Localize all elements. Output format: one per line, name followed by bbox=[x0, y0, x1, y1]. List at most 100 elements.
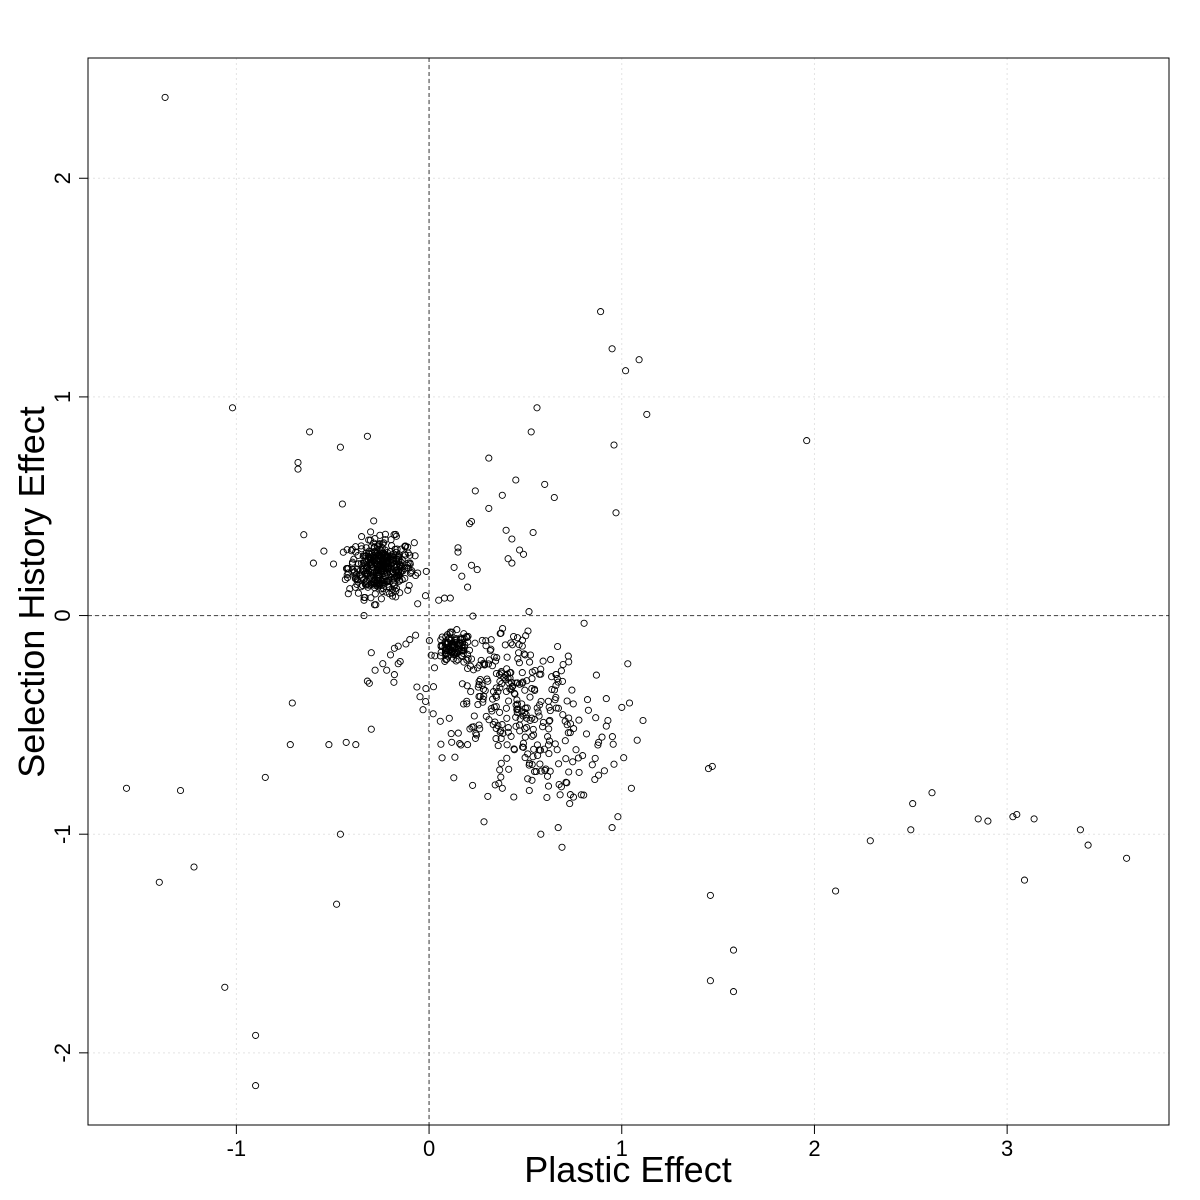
data-point bbox=[521, 725, 529, 733]
data-point bbox=[473, 664, 482, 672]
data-point bbox=[416, 693, 424, 701]
data-point bbox=[557, 667, 565, 675]
data-point bbox=[510, 793, 518, 801]
data-point bbox=[361, 593, 369, 602]
data-point bbox=[556, 791, 564, 799]
data-point bbox=[545, 737, 553, 745]
data-point bbox=[325, 741, 333, 749]
data-point bbox=[422, 697, 430, 706]
data-point bbox=[496, 684, 504, 692]
data-point bbox=[614, 813, 622, 821]
data-point bbox=[451, 753, 459, 761]
data-point bbox=[429, 710, 437, 718]
data-point bbox=[377, 566, 386, 574]
data-point bbox=[562, 755, 570, 763]
data-point bbox=[518, 669, 526, 677]
data-point bbox=[518, 700, 526, 708]
data-point bbox=[441, 657, 449, 665]
data-point bbox=[584, 706, 592, 714]
data-point bbox=[1020, 876, 1029, 884]
data-point bbox=[504, 674, 512, 682]
data-point bbox=[485, 504, 493, 512]
data-point bbox=[480, 660, 488, 668]
data-point bbox=[530, 731, 538, 739]
data-point bbox=[832, 887, 840, 895]
data-point bbox=[566, 800, 574, 808]
data-point bbox=[458, 572, 466, 580]
data-point bbox=[597, 308, 605, 316]
data-point bbox=[482, 637, 490, 645]
data-point bbox=[467, 655, 476, 663]
data-point bbox=[803, 437, 811, 445]
data-point bbox=[441, 638, 449, 646]
data-point bbox=[512, 713, 520, 721]
data-point bbox=[478, 636, 486, 644]
data-point bbox=[539, 718, 547, 726]
data-point bbox=[524, 627, 532, 635]
data-point bbox=[369, 561, 377, 569]
data-point bbox=[471, 639, 479, 647]
data-point bbox=[419, 706, 427, 714]
data-point bbox=[448, 738, 456, 746]
data-point bbox=[528, 776, 536, 784]
data-point bbox=[534, 708, 542, 716]
data-point bbox=[381, 536, 389, 544]
data-point bbox=[580, 791, 588, 799]
data-point bbox=[362, 549, 370, 557]
data-point bbox=[555, 760, 563, 768]
data-point bbox=[490, 703, 498, 711]
data-point bbox=[539, 657, 547, 665]
data-point bbox=[521, 704, 529, 712]
data-point bbox=[552, 681, 560, 689]
data-point bbox=[498, 784, 506, 792]
data-point bbox=[543, 772, 552, 780]
data-point bbox=[394, 660, 402, 668]
data-point bbox=[554, 704, 562, 712]
data-point bbox=[473, 566, 481, 574]
data-point bbox=[583, 696, 592, 704]
data-point bbox=[504, 728, 512, 736]
data-point bbox=[570, 725, 578, 733]
data-point bbox=[518, 636, 527, 644]
data-point bbox=[526, 716, 534, 724]
data-point bbox=[595, 771, 603, 779]
x-tick-label: 0 bbox=[423, 1136, 435, 1161]
data-point bbox=[588, 761, 596, 769]
data-point bbox=[467, 688, 475, 696]
data-point bbox=[604, 716, 612, 725]
data-point bbox=[598, 733, 606, 741]
data-point bbox=[261, 773, 269, 781]
data-point bbox=[1009, 813, 1017, 821]
data-point bbox=[542, 765, 550, 773]
data-point bbox=[502, 526, 510, 534]
data-point bbox=[500, 673, 508, 681]
data-point bbox=[402, 640, 410, 648]
data-point bbox=[467, 561, 476, 569]
data-point bbox=[329, 560, 338, 568]
data-point bbox=[463, 682, 471, 690]
data-point bbox=[375, 579, 384, 587]
data-point bbox=[544, 741, 553, 749]
data-point bbox=[513, 705, 521, 714]
data-point bbox=[155, 878, 163, 886]
data-point bbox=[528, 732, 536, 740]
data-point bbox=[383, 666, 391, 674]
x-tick-label: 3 bbox=[1001, 1136, 1013, 1161]
data-point bbox=[521, 754, 529, 762]
data-point bbox=[451, 636, 459, 645]
data-point bbox=[533, 404, 541, 412]
data-point bbox=[406, 636, 414, 644]
data-point bbox=[336, 443, 344, 451]
data-point bbox=[514, 655, 522, 663]
data-point bbox=[558, 677, 567, 685]
data-point bbox=[357, 571, 365, 579]
data-point bbox=[366, 536, 374, 544]
data-point bbox=[548, 685, 556, 694]
data-point bbox=[401, 542, 409, 550]
data-point bbox=[1076, 826, 1084, 834]
data-point bbox=[390, 644, 398, 652]
data-point bbox=[405, 581, 413, 590]
data-point bbox=[706, 891, 714, 899]
data-point bbox=[552, 670, 560, 679]
data-point bbox=[503, 714, 511, 722]
